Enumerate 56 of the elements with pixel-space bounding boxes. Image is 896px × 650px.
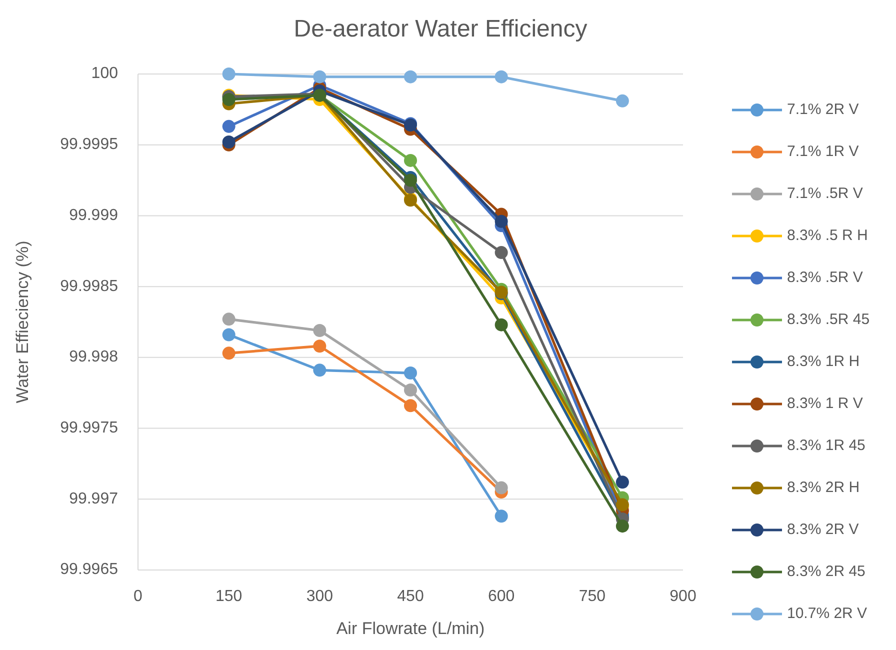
point	[494, 318, 508, 332]
point	[616, 94, 629, 108]
point	[222, 136, 236, 149]
point	[222, 312, 236, 326]
point	[494, 246, 508, 260]
legend-label: 7.1% 2R V	[787, 100, 859, 118]
point	[616, 476, 629, 489]
legend-label: 8.3% 2R V	[787, 520, 859, 538]
point	[313, 70, 326, 84]
y-tick-label: 99.998	[69, 348, 118, 366]
point	[313, 324, 326, 337]
point	[494, 70, 508, 84]
x-tick-label: 750	[578, 588, 606, 606]
y-axis-title: Water Effieciency (%)	[13, 240, 32, 404]
y-tick-label: 100	[91, 65, 118, 82]
legend-label: 8.3% 1 R V	[787, 394, 863, 412]
point	[616, 520, 629, 533]
y-tick-label: 99.997	[69, 490, 118, 508]
legend-label: 8.3% .5R 45	[787, 310, 870, 328]
x-tick-label: 900	[670, 588, 696, 606]
y-tick-label: 99.999	[69, 206, 118, 224]
point	[494, 214, 508, 228]
x-tick-label: 150	[215, 588, 242, 606]
point	[222, 328, 236, 342]
legend-label: 8.3% 2R 45	[787, 562, 866, 580]
point	[313, 364, 326, 377]
point	[404, 70, 417, 84]
point	[222, 120, 236, 133]
point	[404, 399, 417, 412]
point	[222, 68, 236, 80]
x-axis-title: Air Flowrate (L/min)	[336, 619, 485, 638]
y-tick-label: 99.9975	[60, 420, 118, 437]
legend-label: 7.1% 1R V	[787, 142, 859, 160]
x-tick-label: 600	[488, 588, 515, 606]
legend-label: 8.3% 1R H	[787, 352, 860, 370]
legend-label: 7.1% .5R V	[787, 184, 863, 202]
point	[404, 366, 417, 380]
legend-label: 8.3% .5 R H	[787, 226, 868, 244]
legend-label: 8.3% 1R 45	[787, 436, 866, 454]
point	[404, 174, 417, 187]
chart-title: De-aerator Water Efficiency	[294, 15, 588, 42]
y-tick-label: 99.9995	[60, 136, 118, 154]
point	[404, 154, 417, 167]
x-tick-label: 0	[134, 588, 143, 606]
point	[313, 340, 326, 353]
point	[404, 384, 417, 397]
x-tick-label: 450	[397, 588, 424, 606]
point	[494, 510, 508, 523]
point	[222, 346, 236, 360]
y-tick-label: 99.9985	[60, 278, 118, 295]
point	[494, 481, 508, 494]
y-tick-label: 99.9965	[60, 561, 118, 578]
legend-label: 10.7% 2R V	[787, 604, 868, 622]
x-tick-label: 300	[306, 588, 334, 606]
legend-label: 8.3% 2R H	[787, 478, 860, 496]
legend-label: 8.3% .5R V	[787, 268, 863, 286]
